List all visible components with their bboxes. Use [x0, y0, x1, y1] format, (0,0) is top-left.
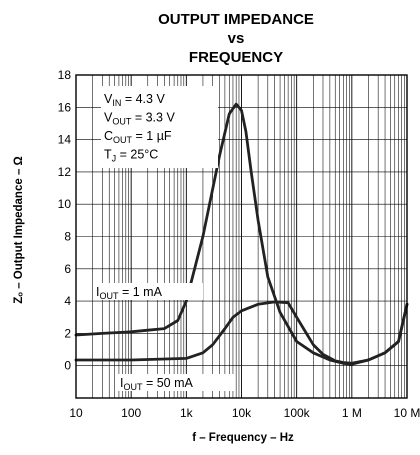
y-tick-label: 16 [58, 100, 72, 114]
series-2-label-bg [116, 374, 234, 391]
x-tick-label: 10k [232, 406, 252, 420]
series-1-label-bg [93, 283, 203, 300]
series-1-label: IOUT = 1 mA [96, 285, 163, 301]
chart-title-line-2: vs [228, 30, 245, 47]
y-axis-label: Zₒ – Output Impedance – Ω [13, 156, 25, 303]
x-tick-label: 100k [284, 406, 311, 420]
y-tick-label: 18 [58, 68, 72, 82]
x-tick-label: 10 [69, 406, 83, 420]
y-tick-label: 2 [64, 326, 71, 340]
y-tick-label: 8 [64, 230, 71, 244]
chart-title-line-1: OUTPUT IMPEDANCE [158, 11, 314, 28]
condition-label: VOUT = 3.3 V [104, 111, 175, 127]
chart-title-line-3: FREQUENCY [189, 49, 283, 66]
y-tick-label: 0 [64, 359, 71, 373]
x-axis-label: f – Frequency – Hz [192, 432, 294, 444]
x-tick-label: 100 [121, 406, 141, 420]
chart-annotations: VIN = 4.3 V VOUT = 3.3 V COUT = 1 µF TJ = 2… [93, 86, 234, 392]
plot-area-frame [75, 74, 408, 399]
condition-label: VIN = 4.3 V [104, 92, 165, 108]
chart-series [74, 102, 409, 366]
axis-tick-labels: 0 2 4 6 8 10 12 14 16 18 10 100 1k 10k 100k 1 M 10 M [58, 68, 420, 420]
series-line-2 [74, 300, 409, 365]
x-tick-label: 10 M [394, 406, 420, 420]
y-tick-label: 10 [58, 197, 72, 211]
series-2-label: IOUT = 50 mA [120, 376, 194, 392]
condition-label: TJ = 25°C [104, 148, 158, 164]
y-tick-label: 6 [64, 262, 71, 276]
x-tick-label: 1k [180, 406, 194, 420]
conditions-box [101, 86, 218, 168]
y-tick-label: 4 [64, 294, 71, 308]
y-tick-label: 12 [58, 165, 72, 179]
condition-label: COUT = 1 µF [104, 129, 172, 145]
y-tick-label: 14 [58, 133, 72, 147]
x-tick-label: 1 M [342, 406, 362, 420]
